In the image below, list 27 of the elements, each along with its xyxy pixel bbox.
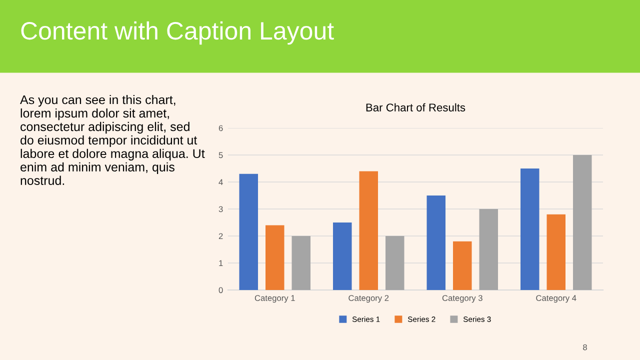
x-tick-label: Category 2 xyxy=(348,295,389,303)
bar xyxy=(426,196,446,290)
bar xyxy=(479,209,498,290)
bar xyxy=(386,236,404,290)
bar xyxy=(453,241,472,290)
y-tick-label: 5 xyxy=(218,152,223,158)
bar xyxy=(546,214,566,290)
bar xyxy=(333,222,352,290)
bar xyxy=(573,155,592,290)
bar xyxy=(266,225,284,290)
y-tick-label: 3 xyxy=(218,206,223,212)
bar xyxy=(292,236,310,290)
y-tick-label: 1 xyxy=(219,260,223,266)
x-tick-label: Category 1 xyxy=(254,295,295,303)
bar xyxy=(239,174,258,290)
y-tick-label: 0 xyxy=(218,287,223,294)
text: 8 xyxy=(583,344,587,350)
x-tick-label: Category 4 xyxy=(536,295,576,303)
text: Content with Caption Layout xyxy=(21,21,334,45)
chart-title: Bar Chart of Results xyxy=(366,103,466,112)
bar xyxy=(359,171,378,290)
y-tick-label: 2 xyxy=(218,233,223,240)
text: As you can see in this chart, lorem ipsum dolor sit amet, consectetur adipiscing elit, sed do eiusmod tempor incididunt ut labore et dolore magna aliqua. Ut enim ad minim veniam, quis nostrud. xyxy=(20,95,205,185)
bar xyxy=(520,168,540,290)
y-tick-label: 4 xyxy=(218,179,223,186)
x-tick-label: Category 3 xyxy=(442,295,482,303)
y-tick-label: 6 xyxy=(218,125,223,132)
